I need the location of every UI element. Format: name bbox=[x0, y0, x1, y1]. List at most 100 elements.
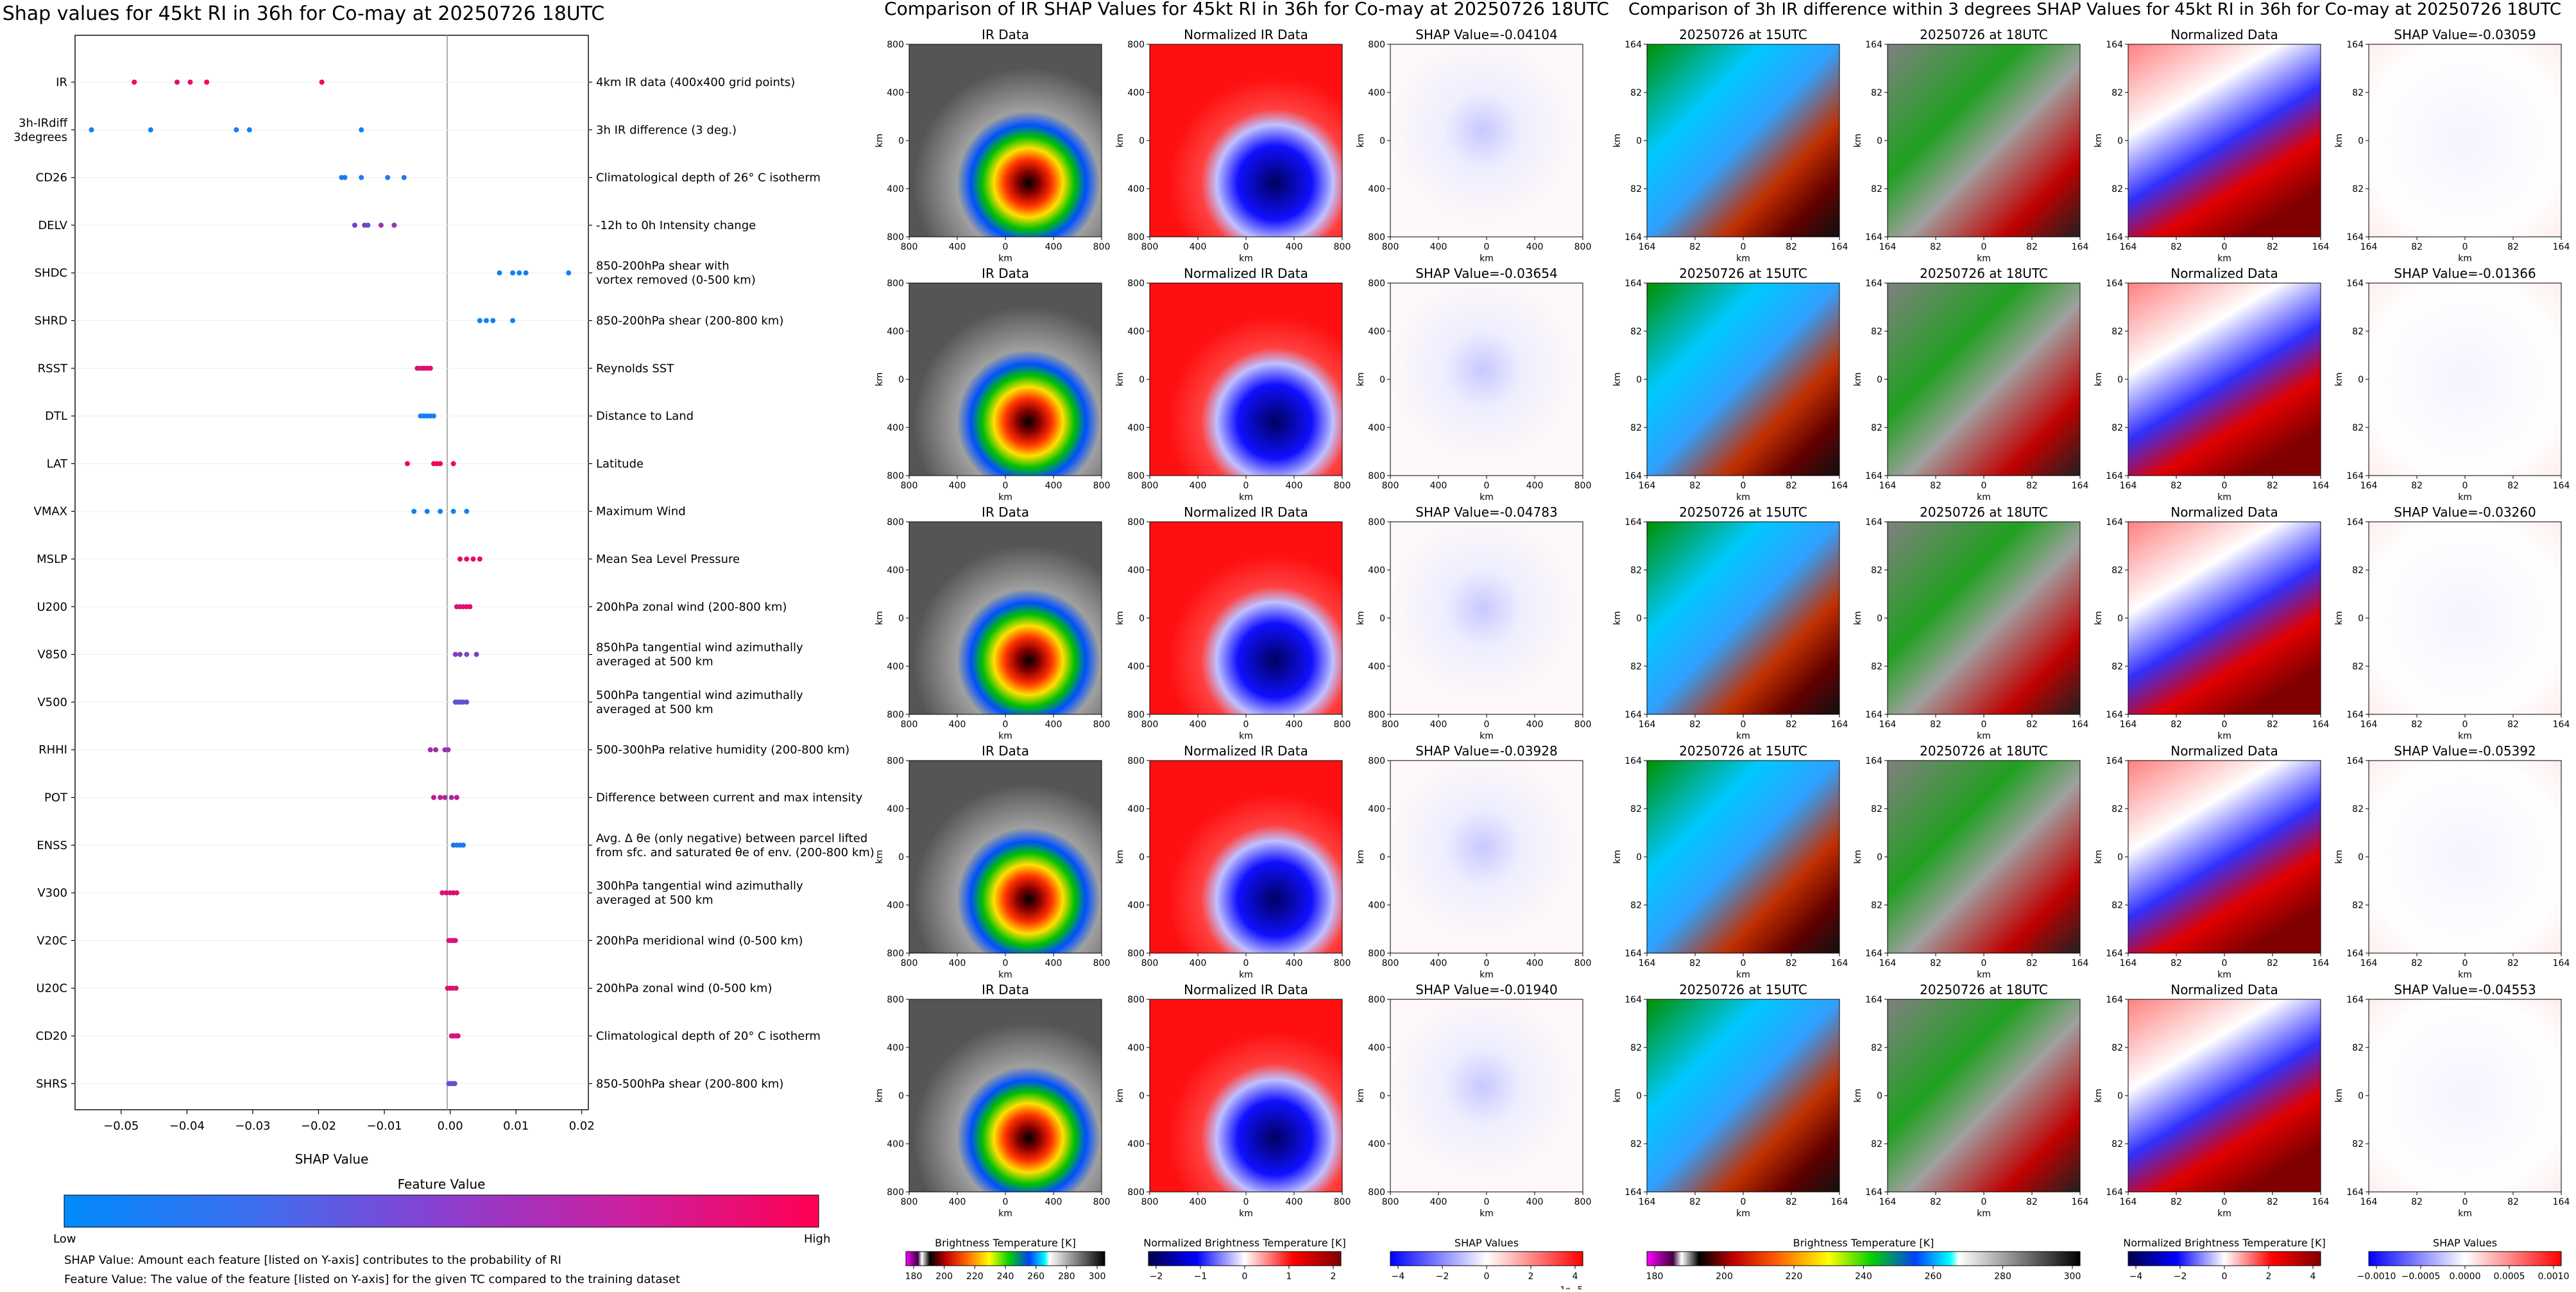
shap-point bbox=[454, 795, 459, 800]
shap-point bbox=[359, 175, 364, 180]
y-tick-label: 800 bbox=[1127, 279, 1145, 289]
colorbar-label: Brightness Temperature [K] bbox=[1793, 1237, 1934, 1249]
panel-title: 20250726 at 18UTC bbox=[1920, 743, 2048, 759]
x-axis-label: km bbox=[1736, 731, 1750, 741]
x-tick-label: 400 bbox=[1190, 1197, 1207, 1207]
x-tick-label: 82 bbox=[2026, 958, 2038, 969]
x-tick-label: 0 bbox=[1243, 242, 1249, 252]
y-tick-label: 82 bbox=[1871, 1139, 1882, 1150]
x-tick-label: 800 bbox=[1334, 958, 1351, 969]
colorbar-tick-label: 240 bbox=[997, 1271, 1014, 1282]
y-tick-label: 164 bbox=[1865, 232, 1882, 243]
shap-value-title: SHAP Value=-0.03059 bbox=[2394, 27, 2536, 42]
x-tick-label: 164 bbox=[2120, 481, 2137, 491]
x-tick-label: 400 bbox=[1286, 242, 1303, 252]
x-tick-label: 164 bbox=[2553, 958, 2570, 969]
y-tick-label: 82 bbox=[2352, 88, 2364, 98]
x-tick-label: 0 bbox=[1741, 1197, 1746, 1207]
shap-point bbox=[457, 556, 463, 562]
x-axis-label: km bbox=[2217, 1209, 2231, 1219]
feature-name-label: V300 bbox=[37, 886, 67, 900]
colorbar bbox=[1390, 1251, 1583, 1266]
shap-point bbox=[391, 222, 397, 228]
x-tick-label: 0 bbox=[1981, 719, 1987, 730]
x-tick-label: 164 bbox=[2120, 719, 2137, 730]
y-tick-label: 82 bbox=[2111, 565, 2123, 576]
y-tick-label: 400 bbox=[1127, 1043, 1145, 1053]
x-tick-label: 164 bbox=[1831, 1197, 1848, 1207]
colorbar-tick-label: 1 bbox=[1286, 1271, 1292, 1282]
feature-name-label: V20C bbox=[37, 934, 67, 947]
shap-point bbox=[431, 795, 436, 800]
panel-title: 20250726 at 15UTC bbox=[1679, 982, 1807, 997]
shap-value-title: SHAP Value=-0.04104 bbox=[1415, 27, 1557, 42]
y-tick-label: 400 bbox=[1368, 184, 1385, 194]
y-tick-label: 164 bbox=[1625, 710, 1642, 720]
y-tick-label: 82 bbox=[1630, 88, 1642, 98]
x-tick-label: 400 bbox=[1430, 719, 1447, 730]
y-tick-label: 82 bbox=[1630, 662, 1642, 672]
x-tick-label: 400 bbox=[1430, 481, 1447, 491]
x-tick-label: 164 bbox=[2120, 958, 2137, 969]
panel-title: 20250726 at 18UTC bbox=[1920, 266, 2048, 281]
shap-value-title: SHAP Value=-0.01366 bbox=[2394, 266, 2536, 281]
x-tick-label: 0 bbox=[1741, 719, 1746, 730]
left-x-axis-label: SHAP Value bbox=[295, 1151, 369, 1167]
x-tick-label: 82 bbox=[1930, 481, 1941, 491]
shap-value-title: SHAP Value=-0.03260 bbox=[2394, 504, 2536, 520]
ir-data-image bbox=[908, 282, 1102, 476]
feature-description: 3h IR difference (3 deg.) bbox=[596, 123, 737, 137]
y-tick-label: 0 bbox=[1139, 614, 1145, 624]
y-tick-label: 0 bbox=[1139, 1091, 1145, 1101]
shap-point bbox=[427, 747, 433, 753]
y-tick-label: 800 bbox=[887, 710, 904, 720]
x-tick-label: 164 bbox=[2312, 958, 2330, 969]
x-tick-label: 0 bbox=[1741, 958, 1746, 969]
x-tick-label: 800 bbox=[1093, 958, 1111, 969]
shap-diff-image bbox=[2368, 44, 2562, 237]
x-tick-label: 82 bbox=[2507, 719, 2519, 730]
y-tick-label: 800 bbox=[1368, 471, 1385, 481]
y-tick-label: 164 bbox=[2346, 710, 2364, 720]
y-tick-label: 400 bbox=[887, 423, 904, 433]
feature-name-label: VMAX bbox=[34, 505, 68, 519]
shap-point bbox=[404, 461, 410, 467]
colorbar-tick-label: −1 bbox=[1194, 1271, 1207, 1282]
y-tick-label: 164 bbox=[2106, 40, 2123, 50]
x-tick-label: 164 bbox=[1879, 719, 1897, 730]
y-tick-label: 164 bbox=[1865, 279, 1882, 289]
colorbar-label: SHAP Values bbox=[1454, 1237, 1519, 1249]
x-tick-label: 164 bbox=[1639, 719, 1656, 730]
panel-title: Normalized Data bbox=[2171, 27, 2278, 42]
x-tick-label: 0 bbox=[2222, 242, 2228, 252]
y-tick-label: 0 bbox=[2358, 614, 2364, 624]
ir-18utc-image bbox=[1887, 999, 2081, 1193]
shap-map-image bbox=[1390, 999, 1583, 1193]
x-tick-label: 82 bbox=[2411, 1197, 2423, 1207]
colorbar-tick-label: −0.0005 bbox=[2401, 1271, 2441, 1282]
y-tick-label: 82 bbox=[1630, 327, 1642, 337]
x-tick-label: 400 bbox=[1430, 958, 1447, 969]
x-axis-label: km bbox=[1480, 492, 1494, 503]
y-axis-label: km bbox=[2334, 134, 2344, 148]
x-tick-label: 800 bbox=[1574, 719, 1592, 730]
ir-data-image bbox=[908, 999, 1102, 1193]
x-axis-label: km bbox=[1977, 970, 1991, 980]
shap-point bbox=[431, 413, 436, 419]
y-tick-label: 82 bbox=[1630, 804, 1642, 814]
y-tick-label: 0 bbox=[898, 1091, 904, 1101]
x-tick-label: 164 bbox=[1639, 1197, 1656, 1207]
y-tick-label: 164 bbox=[1865, 517, 1882, 528]
y-tick-label: 82 bbox=[1871, 804, 1882, 814]
y-axis-label: km bbox=[1853, 1089, 1863, 1103]
x-tick-label: 400 bbox=[1045, 719, 1062, 730]
x-axis-label: km bbox=[1736, 1209, 1750, 1219]
y-tick-label: 82 bbox=[2352, 565, 2364, 576]
x-tick-label: 82 bbox=[2267, 958, 2278, 969]
x-tick-label: 82 bbox=[2267, 481, 2278, 491]
panel-title: 20250726 at 15UTC bbox=[1679, 743, 1807, 759]
x-tick-label: 400 bbox=[1045, 1197, 1062, 1207]
y-tick-label: 82 bbox=[2111, 88, 2123, 98]
colorbar-tick-label: 180 bbox=[1646, 1271, 1664, 1282]
y-tick-label: 800 bbox=[1368, 232, 1385, 243]
